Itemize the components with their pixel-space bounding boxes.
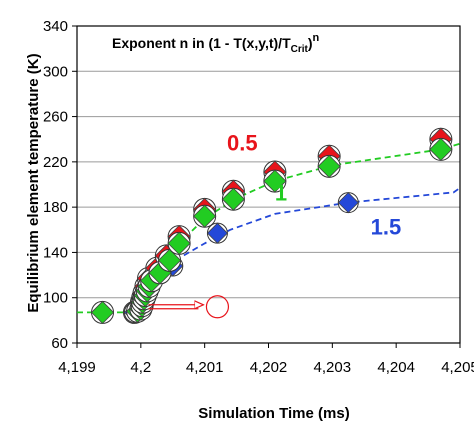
series-1-5-point bbox=[337, 192, 359, 214]
y-axis-ticks: 60 100 140 180 220 260 300 340 bbox=[43, 18, 77, 352]
series-1-5-point bbox=[206, 222, 228, 244]
series-label: 1.5 bbox=[371, 214, 402, 239]
hollow-circle-marker bbox=[205, 295, 230, 319]
exponent-annotation: Exponent n in (1 - T(x,y,t)/TCrit)n bbox=[112, 32, 320, 55]
x-tick-label: 4,203 bbox=[314, 359, 352, 376]
x-tick-label: 4,204 bbox=[377, 359, 415, 376]
x-tick-label: 4,201 bbox=[186, 359, 224, 376]
gridlines bbox=[77, 70, 460, 299]
y-axis-title: Equilibrium element temperature (K) bbox=[25, 53, 42, 312]
x-tick-label: 4,2 bbox=[130, 359, 151, 376]
series-1-point bbox=[221, 187, 245, 211]
x-tick-label: 4,202 bbox=[250, 359, 288, 376]
series-1-point bbox=[167, 231, 191, 255]
series-1-point bbox=[157, 248, 182, 272]
series-label: 0.5 bbox=[227, 131, 258, 156]
trend-line bbox=[141, 187, 461, 310]
x-tick-label: 4,205 bbox=[441, 359, 474, 376]
x-tick-label: 4,199 bbox=[58, 359, 96, 376]
y-tick-label: 260 bbox=[43, 109, 68, 126]
series-1-point bbox=[90, 300, 115, 324]
series-1-point bbox=[429, 137, 453, 161]
y-tick-label: 140 bbox=[43, 244, 68, 261]
y-tick-label: 340 bbox=[43, 18, 68, 35]
series-1-point bbox=[193, 204, 217, 228]
x-axis-ticks: 4,199 4,2 4,201 4,202 4,203 4,204 4,205 bbox=[58, 343, 474, 376]
y-tick-label: 60 bbox=[51, 335, 68, 352]
series-label: 1 bbox=[275, 180, 287, 205]
y-tick-label: 300 bbox=[43, 63, 68, 80]
series-1-point bbox=[317, 154, 341, 178]
y-tick-label: 180 bbox=[43, 199, 68, 216]
y-tick-label: 220 bbox=[43, 154, 68, 171]
series-1-point bbox=[263, 169, 287, 193]
x-axis-title: Simulation Time (ms) bbox=[198, 405, 349, 422]
annotations: 0.5 1 1.5 bbox=[148, 131, 402, 319]
y-tick-label: 100 bbox=[43, 290, 68, 307]
